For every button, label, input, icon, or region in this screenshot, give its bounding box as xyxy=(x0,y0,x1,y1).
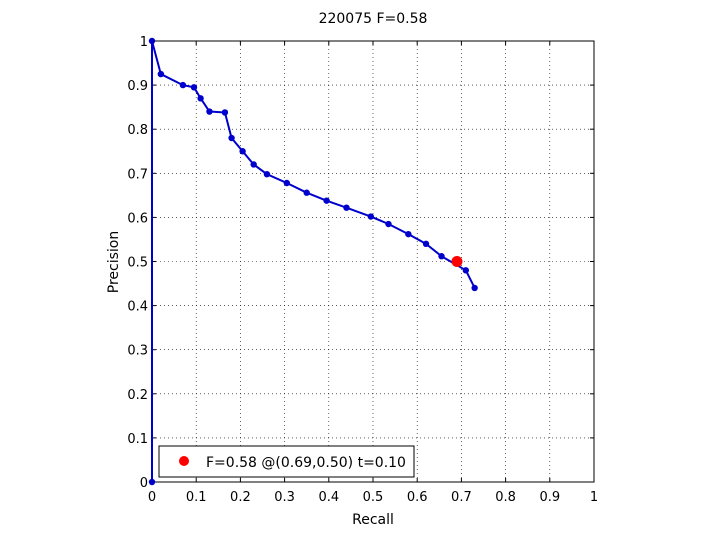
data-point xyxy=(148,478,156,486)
x-tick-label: 0.4 xyxy=(318,490,339,505)
x-tick-label: 0.9 xyxy=(539,490,560,505)
data-point xyxy=(462,267,470,274)
x-tick-label: 0.6 xyxy=(407,490,428,505)
data-point xyxy=(422,240,430,248)
y-tick-label: 0.9 xyxy=(127,79,148,94)
data-point xyxy=(221,109,229,116)
x-tick-label: 0.7 xyxy=(451,490,472,505)
data-point xyxy=(303,189,310,196)
y-axis-label: Precision xyxy=(106,231,122,293)
x-tick-label: 1 xyxy=(590,490,598,505)
x-tick-label: 0.2 xyxy=(230,490,251,505)
data-point xyxy=(197,95,204,102)
data-point xyxy=(206,108,213,115)
data-point xyxy=(438,253,445,260)
grid-lines xyxy=(152,41,594,482)
y-tick-label: 0.8 xyxy=(127,123,148,138)
data-point xyxy=(367,213,374,220)
data-point xyxy=(148,37,156,45)
data-point xyxy=(263,170,271,178)
data-point xyxy=(385,220,392,228)
y-tick-label: 0.6 xyxy=(127,211,148,226)
y-tick-label: 1 xyxy=(140,35,148,50)
data-point xyxy=(179,81,187,89)
data-point xyxy=(405,230,412,238)
y-tick-label: 0.7 xyxy=(127,167,148,182)
y-tick-label: 0.4 xyxy=(127,300,148,315)
data-point xyxy=(239,148,246,155)
highlight-layer xyxy=(451,256,463,267)
y-tick-label: 0 xyxy=(140,476,148,491)
legend: F=0.58 @(0.69,0.50) t=0.10 xyxy=(158,445,415,478)
x-tick-label: 0.8 xyxy=(495,490,516,505)
data-point xyxy=(250,161,257,168)
data-point xyxy=(323,197,330,204)
y-tick-label: 0.3 xyxy=(127,344,148,359)
data-point xyxy=(283,179,291,187)
data-point xyxy=(157,70,165,78)
legend-label: F=0.58 @(0.69,0.50) t=0.10 xyxy=(206,455,406,471)
data-point xyxy=(190,84,198,91)
x-tick-label: 0.5 xyxy=(363,490,384,505)
x-tick-label: 0.1 xyxy=(186,490,207,505)
chart-title: 220075 F=0.58 xyxy=(319,11,428,27)
x-tick-labels: 0 0.1 0.2 0.3 0.4 0.5 0.6 0.7 0.8 0.9 1 xyxy=(148,490,598,505)
data-point xyxy=(471,284,478,292)
data-point xyxy=(343,204,350,211)
legend-marker xyxy=(179,456,189,466)
best-f-point xyxy=(451,256,463,267)
y-tick-label: 0.2 xyxy=(127,388,148,403)
series-layer xyxy=(148,37,478,486)
x-tick-label: 0.3 xyxy=(274,490,295,505)
y-tick-label: 0.5 xyxy=(127,256,148,271)
y-tick-label: 0.1 xyxy=(127,432,148,447)
data-point xyxy=(228,134,235,142)
legend-box xyxy=(158,445,415,478)
y-tick-labels: 0 0.1 0.2 0.3 0.4 0.5 0.6 0.7 0.8 0.9 1 xyxy=(127,35,148,491)
x-axis-label: Recall xyxy=(352,512,394,528)
x-tick-label: 0 xyxy=(148,490,156,505)
